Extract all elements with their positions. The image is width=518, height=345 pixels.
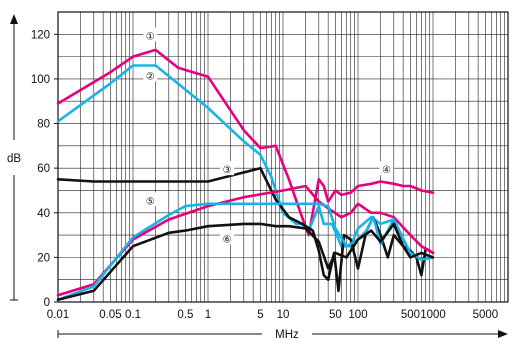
series-line-6 (56, 222, 435, 302)
y-arrow-head (10, 14, 18, 24)
series-marker-label: ② (146, 71, 155, 82)
series-marker-bg (143, 27, 158, 42)
x-axis: 0.01 0.05 0.1 0.5 1 5 10 50 100 500 1000 5000 (47, 309, 508, 338)
x-tick-label: 0.5 (177, 309, 193, 321)
x-tick-label: 0.01 (47, 309, 69, 321)
x-axis-title: MHz (275, 329, 299, 341)
x-tick-label: 1 (205, 309, 211, 321)
x-tick-label: 5000 (473, 309, 499, 321)
x-tick-label: 5 (257, 309, 263, 321)
y-axis: 0 20 40 60 80 100 120 (10, 14, 58, 309)
series-marker-bg (379, 161, 394, 176)
series-marker-label: ⑤ (146, 196, 155, 207)
y-axis-title: dB (7, 153, 21, 165)
series-line-4 (56, 184, 435, 297)
y-tick-label: 120 (31, 29, 50, 41)
x-tick-label: 1000 (420, 309, 446, 321)
series-marker-bg (220, 230, 235, 245)
plot-area-frame (57, 11, 509, 303)
series-line-1 (56, 48, 435, 237)
y-tick-label: 0 (44, 297, 50, 309)
x-tick-label: 0.05 (99, 309, 121, 321)
y-tick-label: 60 (37, 163, 50, 175)
x-arrow-head (498, 330, 508, 338)
y-tick-label: 80 (37, 119, 50, 131)
series-marker-label: ① (146, 31, 155, 42)
x-tick-label: 100 (348, 309, 367, 321)
x-tick-label: 500 (401, 309, 420, 321)
series-marker-bg (143, 67, 158, 82)
x-tick-label: 50 (329, 309, 342, 321)
y-tick-label: 100 (31, 74, 50, 86)
series-line-5 (56, 202, 435, 302)
series-markers: ① ② ③ ④ ⑤ ⑥ (143, 27, 394, 245)
series-marker-bg (143, 192, 158, 207)
x-tick-label: 0.1 (125, 309, 141, 321)
series-layer (56, 48, 435, 302)
x-tick-label: 10 (277, 309, 290, 321)
series-marker-label: ④ (382, 165, 391, 176)
grid (58, 12, 508, 302)
y-tick-label: 20 (37, 252, 50, 264)
y-tick-label: 40 (37, 208, 50, 220)
series-marker-label: ⑥ (223, 234, 232, 245)
series-marker-label: ③ (223, 165, 232, 176)
series-marker-bg (220, 161, 235, 176)
